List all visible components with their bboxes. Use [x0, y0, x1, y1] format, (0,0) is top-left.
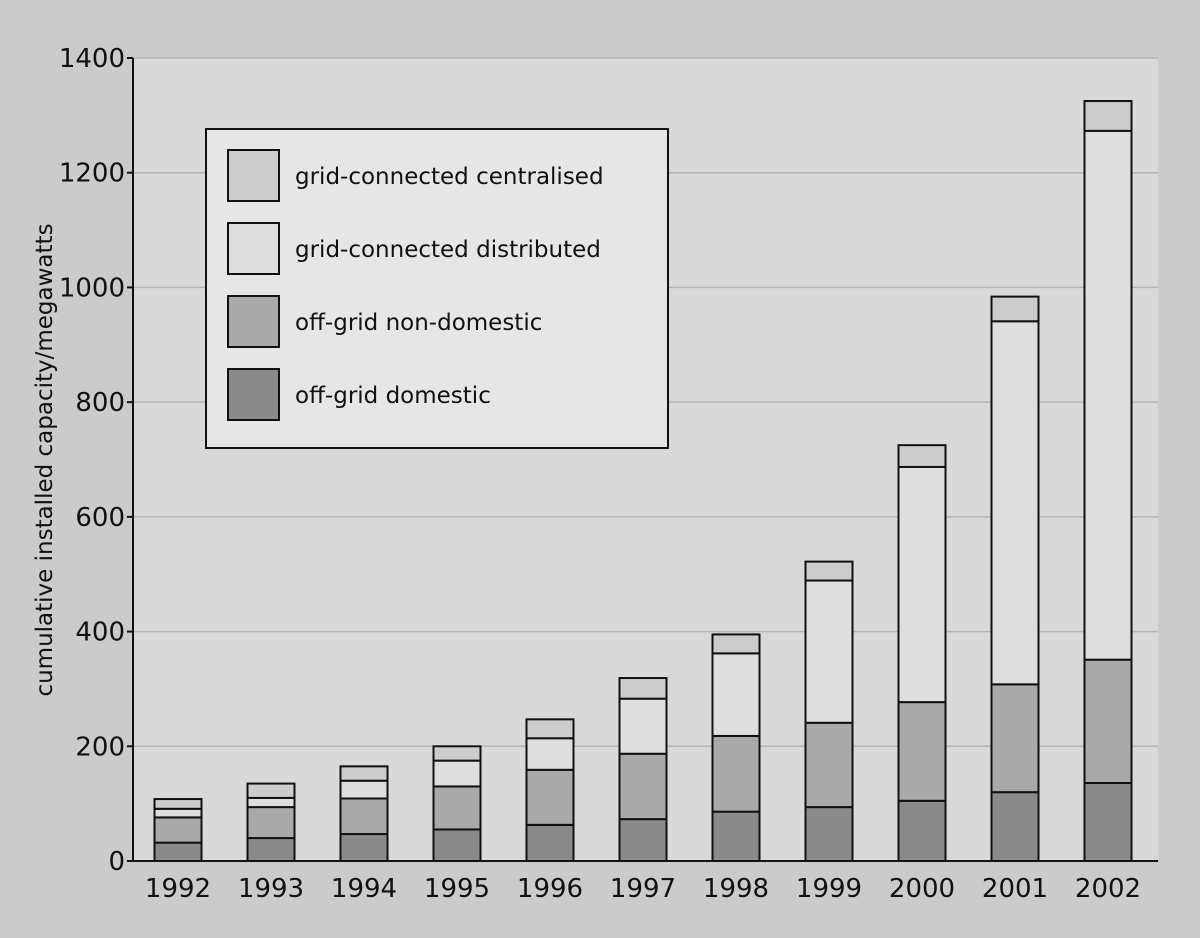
bar-segment-grid-connected-centralised [432, 745, 482, 762]
legend-swatch [227, 222, 280, 275]
bar-segment-off-grid-non-domestic [618, 752, 668, 821]
bar-segment-off-grid-domestic [432, 828, 482, 862]
legend-label: off-grid non-domestic [295, 310, 542, 336]
x-tick-label: 2000 [889, 874, 955, 904]
bar-segment-off-grid-domestic [339, 833, 389, 862]
bar-segment-grid-connected-distributed [990, 320, 1040, 686]
bar-segment-off-grid-non-domestic [153, 816, 203, 844]
bar-segment-grid-connected-distributed [432, 759, 482, 788]
bar-segment-grid-connected-centralised [246, 782, 296, 799]
y-tick-label: 600 [75, 503, 125, 533]
bar-segment-grid-connected-distributed [897, 465, 947, 704]
axes [127, 57, 1158, 862]
bar-segment-grid-connected-distributed [246, 796, 296, 809]
tick-labels: 0 200 400 600 800 1000 1200 1400 1992 1993 1994 199… [59, 44, 1141, 904]
bar-segment-grid-connected-distributed [1083, 129, 1133, 661]
bar-segment-off-grid-domestic [1083, 781, 1133, 862]
x-tick-label: 1995 [424, 874, 490, 904]
bar-segment-off-grid-domestic [711, 810, 761, 862]
y-tick-label: 800 [75, 388, 125, 418]
bar-segment-off-grid-domestic [804, 806, 854, 863]
bar-segment-grid-connected-distributed [711, 652, 761, 737]
bar-segment-grid-connected-centralised [990, 295, 1040, 323]
bar-segment-grid-connected-distributed [804, 579, 854, 724]
bar-segment-grid-connected-distributed [525, 737, 575, 771]
x-tick-label: 1992 [145, 874, 211, 904]
legend-swatch [227, 368, 280, 421]
bar-segment-grid-connected-centralised [1083, 100, 1133, 132]
legend-box [205, 128, 669, 449]
legend-label: grid-connected distributed [295, 237, 601, 263]
bar-segment-grid-connected-centralised [618, 677, 668, 700]
bar-segment-grid-connected-distributed [339, 779, 389, 800]
legend-label: off-grid domestic [295, 383, 491, 409]
y-tick-label: 1000 [59, 273, 125, 303]
bar-segment-off-grid-domestic [618, 818, 668, 862]
bar-segment-off-grid-domestic [990, 791, 1040, 863]
x-tick-label: 2002 [1075, 874, 1141, 904]
bar-segment-grid-connected-centralised [525, 718, 575, 740]
y-tick-label: 200 [75, 732, 125, 762]
x-tick-label: 1997 [610, 874, 676, 904]
x-tick-label: 1998 [703, 874, 769, 904]
bar-segment-off-grid-non-domestic [246, 806, 296, 840]
legend-swatch [227, 295, 280, 348]
x-tick-label: 2001 [982, 874, 1048, 904]
bar-segment-grid-connected-centralised [897, 444, 947, 468]
y-tick-label: 1200 [59, 159, 125, 189]
x-tick-label: 1996 [517, 874, 583, 904]
legend-label: grid-connected centralised [295, 164, 604, 190]
legend: grid-connected centralised grid-connected… [205, 128, 669, 449]
y-tick-label: 1400 [59, 44, 125, 74]
bar-segment-off-grid-domestic [246, 837, 296, 862]
bar-segment-off-grid-domestic [525, 823, 575, 862]
bar-segment-off-grid-non-domestic [804, 721, 854, 809]
x-tick-label: 1994 [331, 874, 397, 904]
bar-segment-off-grid-non-domestic [711, 734, 761, 813]
bar-segment-off-grid-non-domestic [525, 768, 575, 826]
bar-segment-grid-connected-distributed [153, 807, 203, 819]
bar-segment-grid-connected-centralised [339, 765, 389, 782]
y-tick-label: 400 [75, 618, 125, 648]
x-tick-label: 1993 [238, 874, 304, 904]
x-tick-label: 1999 [796, 874, 862, 904]
bar-segment-off-grid-domestic [897, 799, 947, 863]
bars [153, 100, 1133, 863]
bar-segment-off-grid-non-domestic [1083, 658, 1133, 784]
bar-segment-off-grid-non-domestic [339, 797, 389, 836]
bar-segment-off-grid-non-domestic [990, 683, 1040, 794]
bar-segment-grid-connected-centralised [804, 560, 854, 582]
y-axis-label: cumulative installed capacity/megawatts [32, 223, 58, 696]
bar-segment-off-grid-non-domestic [432, 785, 482, 831]
bar-segment-grid-connected-distributed [618, 697, 668, 755]
bar-segment-grid-connected-centralised [153, 798, 203, 810]
bar-segment-grid-connected-centralised [711, 633, 761, 655]
y-tick-label: 0 [108, 847, 125, 877]
bar-segment-off-grid-non-domestic [897, 701, 947, 802]
bar-segment-off-grid-domestic [153, 841, 203, 862]
legend-swatch [227, 149, 280, 202]
